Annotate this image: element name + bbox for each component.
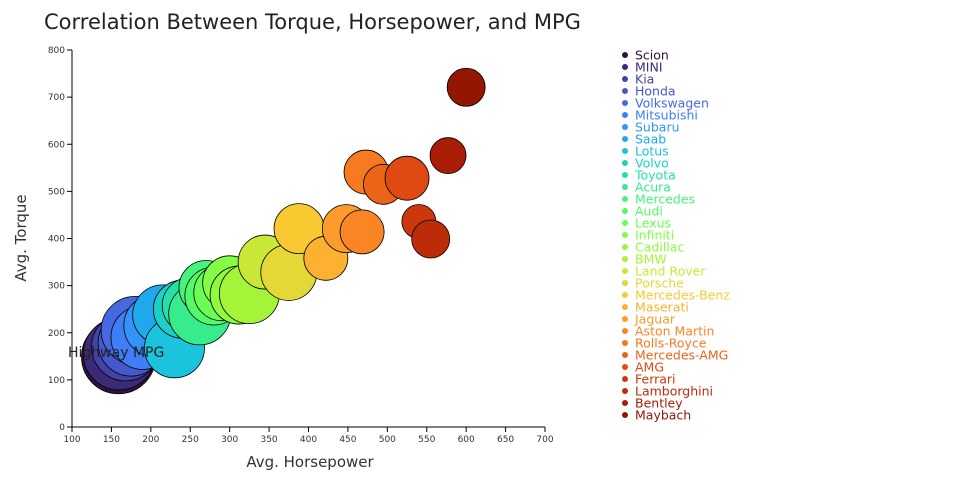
legend-label-lamborghini: Lamborghini [635, 384, 713, 399]
legend-label-lexus: Lexus [635, 216, 671, 231]
x-tick-label: 600 [458, 435, 475, 445]
legend-label-land-rover: Land Rover [635, 264, 706, 279]
legend-label-mitsubishi: Mitsubishi [635, 108, 698, 123]
legend-swatch-volkswagen [622, 100, 628, 106]
x-tick-label: 300 [221, 435, 238, 445]
x-axis-title: Avg. Horsepower [246, 453, 374, 471]
legend-label-mercedes-amg: Mercedes-AMG [635, 348, 728, 363]
legend-swatch-audi [622, 208, 628, 214]
bubble-amg[interactable] [384, 155, 430, 201]
legend-label-lotus: Lotus [635, 144, 669, 159]
legend-swatch-mercedes-benz [622, 292, 628, 298]
legend-swatch-lotus [622, 148, 628, 154]
y-tick-label: 200 [48, 329, 65, 339]
legend-label-mini: MINI [635, 60, 663, 75]
legend-label-volvo: Volvo [635, 156, 669, 171]
legend-swatch-land-rover [622, 268, 628, 274]
bubble-maybach[interactable] [446, 67, 486, 107]
legend-label-bentley: Bentley [635, 396, 683, 411]
y-tick-label: 500 [48, 187, 65, 197]
legend-label-toyota: Toyota [634, 168, 676, 183]
x-tick-label: 100 [63, 435, 80, 445]
legend-swatch-rolls-royce [622, 340, 628, 346]
legend-swatch-toyota [622, 172, 628, 178]
legend-swatch-scion [622, 52, 628, 58]
legend-label-kia: Kia [635, 72, 654, 87]
legend-label-porsche: Porsche [635, 276, 684, 291]
y-tick-label: 800 [48, 46, 65, 56]
legend-swatch-porsche [622, 280, 628, 286]
y-axis-title: Avg. Torque [12, 194, 30, 281]
legend-label-aston-martin: Aston Martin [635, 324, 714, 339]
legend-swatch-mercedes [622, 196, 628, 202]
x-tick-label: 500 [379, 435, 396, 445]
plot-area [81, 67, 486, 395]
legend-swatch-bentley [622, 400, 628, 406]
legend-swatch-bmw [622, 256, 628, 262]
legend-swatch-lexus [622, 220, 628, 226]
legend-swatch-mercedes-amg [622, 352, 628, 358]
legend-label-volkswagen: Volkswagen [635, 96, 709, 111]
legend-swatch-ferrari [622, 376, 628, 382]
legend-label-mercedes-benz: Mercedes-Benz [635, 288, 730, 303]
x-axis: 100 150 200 250 300 350 400 450 500 550 600 650 700 [63, 426, 554, 445]
x-tick-label: 350 [260, 435, 277, 445]
legend-label-infiniti: Infiniti [635, 228, 674, 243]
y-tick-label: 600 [48, 140, 65, 150]
legend-label-bmw: BMW [635, 252, 667, 267]
x-tick-label: 150 [103, 435, 120, 445]
legend-swatch-mini [622, 64, 628, 70]
legend-swatch-cadillac [622, 244, 628, 250]
x-tick-label: 650 [497, 435, 514, 445]
bubble-bentley[interactable] [429, 137, 467, 174]
legend-label-rolls-royce: Rolls-Royce [635, 336, 707, 351]
legend-label-maserati: Maserati [635, 300, 689, 315]
legend-swatch-maserati [622, 304, 628, 310]
x-tick-label: 550 [418, 435, 435, 445]
legend-swatch-subaru [622, 124, 628, 130]
x-tick-label: 250 [182, 435, 199, 445]
legend-label-saab: Saab [635, 132, 666, 147]
y-tick-label: 400 [48, 235, 65, 245]
size-annotation: Highway MPG [68, 345, 164, 361]
y-tick-label: 700 [48, 93, 65, 103]
legend-swatch-mitsubishi [622, 112, 628, 118]
legend-swatch-maybach [622, 412, 628, 418]
legend-swatch-jaguar [622, 316, 628, 322]
legend-label-mercedes: Mercedes [635, 192, 695, 207]
legend-swatch-volvo [622, 160, 628, 166]
legend-label-maybach: Maybach [635, 408, 691, 423]
legend-label-honda: Honda [635, 84, 676, 99]
y-tick-label: 100 [48, 376, 65, 386]
y-tick-label: 0 [59, 423, 65, 433]
legend-swatch-honda [622, 88, 628, 94]
legend-swatch-infiniti [622, 232, 628, 238]
x-tick-label: 400 [300, 435, 317, 445]
legend-label-jaguar: Jaguar [634, 312, 676, 327]
legend-swatch-aston-martin [622, 328, 628, 334]
legend-label-acura: Acura [635, 180, 671, 195]
x-tick-label: 700 [536, 435, 553, 445]
legend-label-subaru: Subaru [635, 120, 680, 135]
x-tick-label: 450 [339, 435, 356, 445]
legend-label-amg: AMG [635, 360, 664, 375]
legend-label-cadillac: Cadillac [635, 240, 684, 255]
legend-swatch-acura [622, 184, 628, 190]
legend-swatch-saab [622, 136, 628, 142]
legend-swatch-lamborghini [622, 388, 628, 394]
legend-label-scion: Scion [635, 48, 669, 63]
legend-label-ferrari: Ferrari [635, 372, 676, 387]
y-axis: 0 100 200 300 400 500 600 700 800 [48, 46, 73, 433]
legend: ScionMINIKiaHondaVolkswagenMitsubishiSub… [622, 48, 730, 423]
legend-label-audi: Audi [635, 204, 663, 219]
bubble-lamborghini[interactable] [411, 219, 451, 259]
y-tick-label: 300 [48, 282, 65, 292]
bubble-aston-martin[interactable] [339, 209, 385, 255]
x-tick-label: 200 [142, 435, 159, 445]
legend-swatch-kia [622, 76, 628, 82]
chart-title: Correlation Between Torque, Horsepower, … [44, 10, 581, 34]
legend-swatch-amg [622, 364, 628, 370]
